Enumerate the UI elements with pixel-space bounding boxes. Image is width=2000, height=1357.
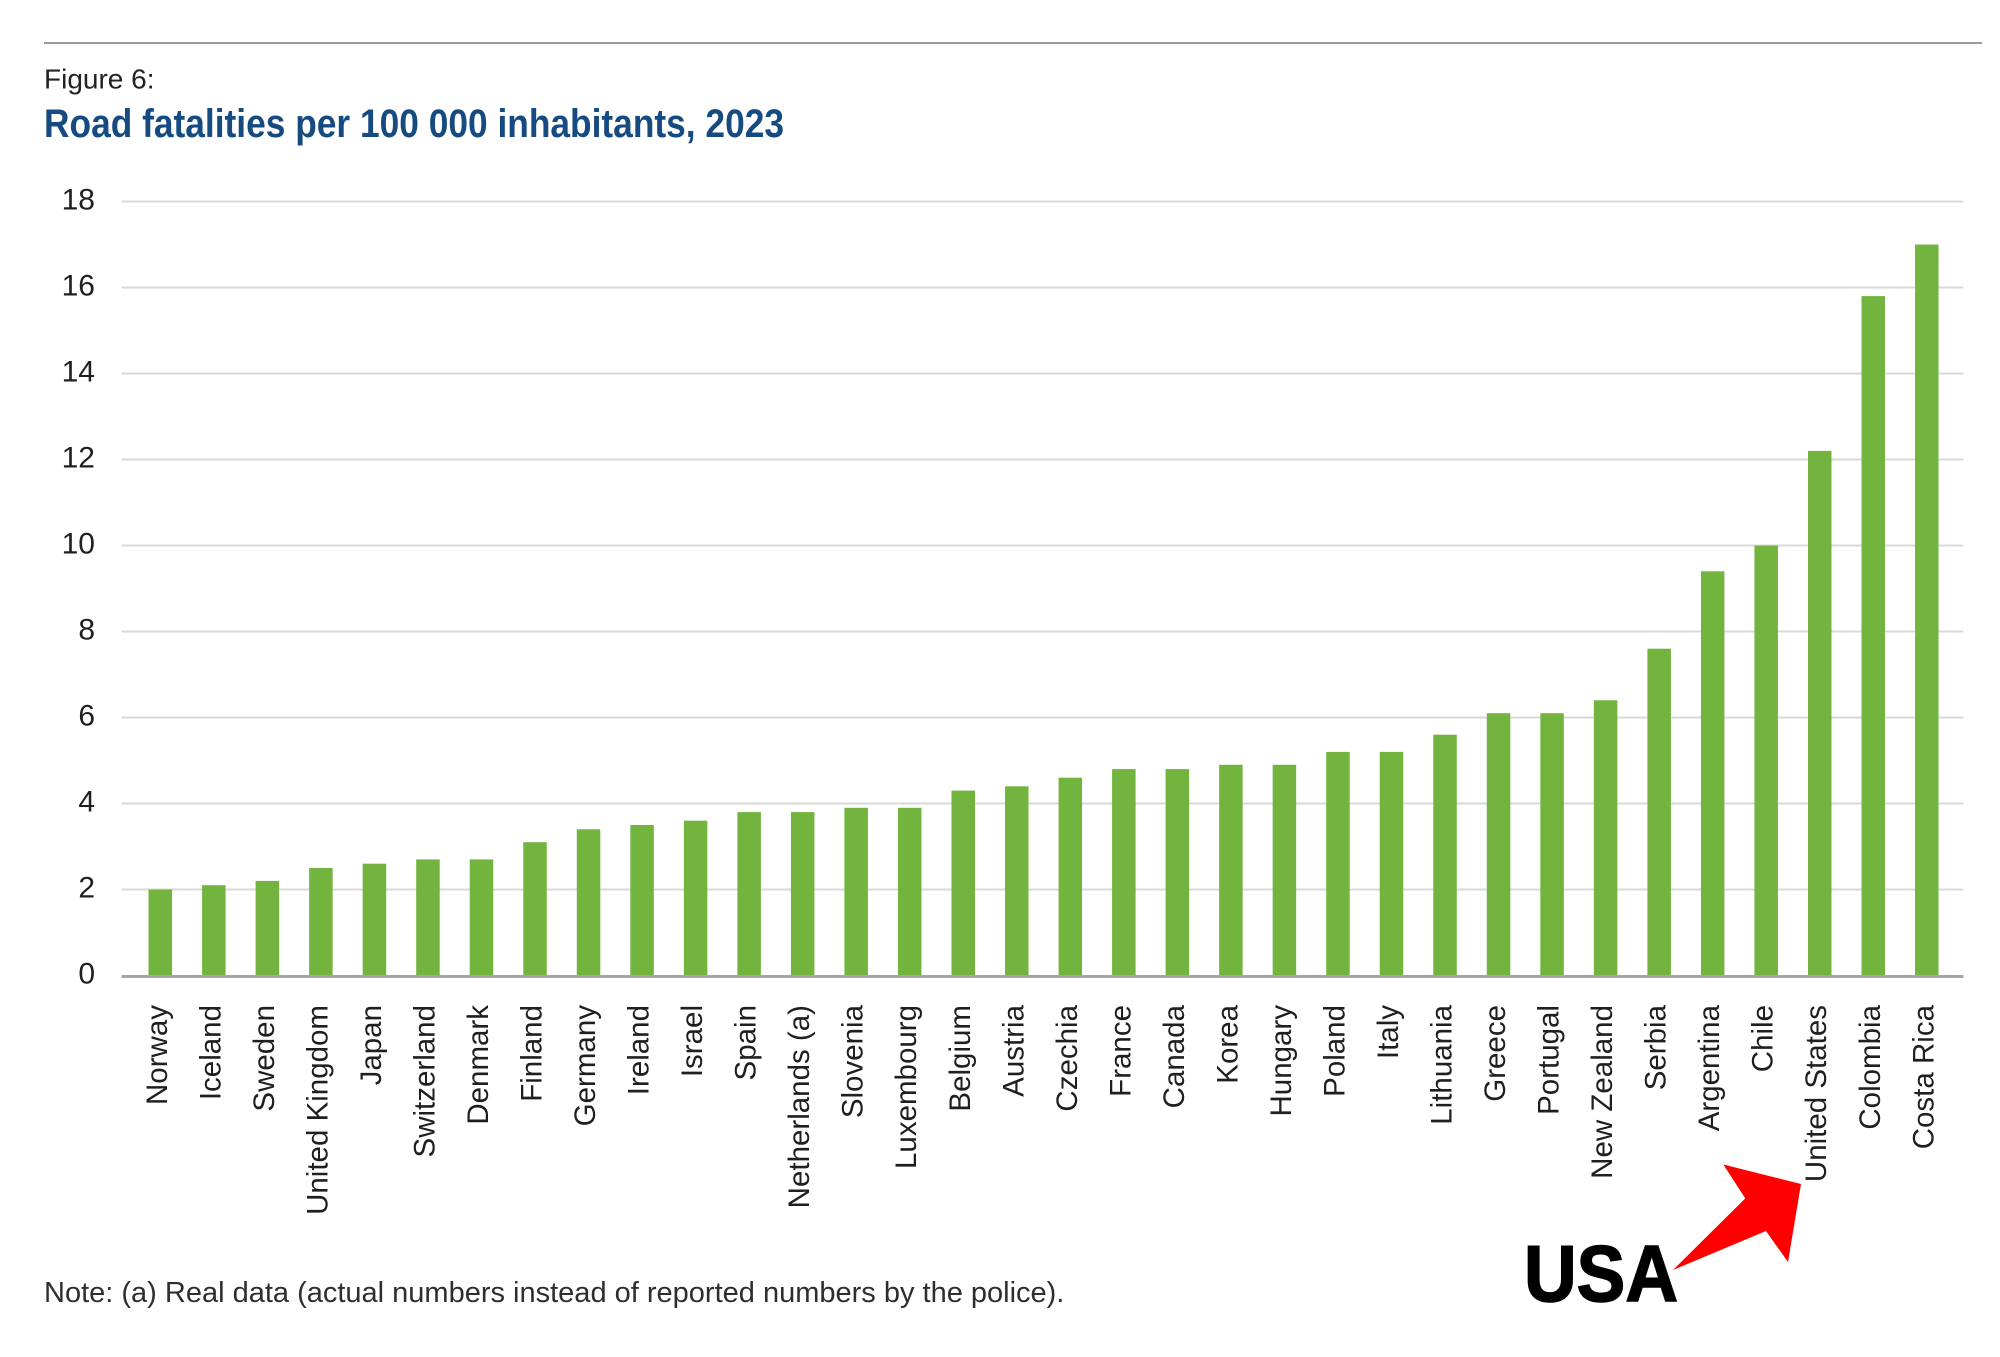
svg-text:Slovenia: Slovenia: [837, 1004, 870, 1118]
svg-text:Chile: Chile: [1747, 1005, 1780, 1072]
svg-text:2: 2: [78, 872, 95, 905]
svg-text:Japan: Japan: [355, 1005, 388, 1085]
svg-text:Hungary: Hungary: [1265, 1005, 1298, 1117]
svg-text:Luxembourg: Luxembourg: [890, 1005, 923, 1169]
svg-text:United States: United States: [1800, 1005, 1833, 1182]
svg-text:France: France: [1104, 1005, 1137, 1097]
svg-text:New Zealand: New Zealand: [1586, 1005, 1619, 1179]
svg-text:18: 18: [62, 184, 95, 217]
svg-text:USA: USA: [1524, 1229, 1678, 1318]
svg-text:Colombia: Colombia: [1854, 1004, 1887, 1129]
svg-text:Canada: Canada: [1158, 1004, 1191, 1108]
svg-text:Netherlands (a): Netherlands (a): [783, 1005, 816, 1208]
svg-text:Belgium: Belgium: [944, 1005, 977, 1112]
svg-text:Serbia: Serbia: [1640, 1004, 1673, 1090]
svg-text:Sweden: Sweden: [248, 1005, 281, 1112]
svg-text:Norway: Norway: [141, 1005, 174, 1105]
svg-text:8: 8: [78, 614, 95, 647]
svg-text:Road fatalities per 100 000 in: Road fatalities per 100 000 inhabitants,…: [44, 102, 784, 146]
svg-text:Spain: Spain: [730, 1005, 763, 1080]
svg-text:Iceland: Iceland: [194, 1005, 227, 1100]
svg-text:United Kingdom: United Kingdom: [301, 1005, 334, 1215]
svg-text:Greece: Greece: [1479, 1005, 1512, 1102]
svg-text:Costa Rica: Costa Rica: [1907, 1004, 1940, 1149]
svg-text:Note: (a) Real data (actual nu: Note: (a) Real data (actual numbers inst…: [44, 1277, 1064, 1309]
svg-text:Finland: Finland: [516, 1005, 549, 1102]
svg-text:Czechia: Czechia: [1051, 1004, 1084, 1111]
svg-text:Figure 6:: Figure 6:: [44, 64, 155, 95]
svg-text:4: 4: [78, 786, 95, 819]
svg-text:10: 10: [62, 528, 95, 561]
svg-text:Italy: Italy: [1372, 1005, 1405, 1059]
svg-text:Switzerland: Switzerland: [408, 1005, 441, 1157]
svg-text:Israel: Israel: [676, 1005, 709, 1077]
svg-text:Denmark: Denmark: [462, 1005, 495, 1125]
svg-text:12: 12: [62, 442, 95, 475]
svg-text:Ireland: Ireland: [623, 1005, 656, 1095]
svg-text:0: 0: [78, 958, 95, 991]
svg-text:Argentina: Argentina: [1693, 1004, 1726, 1131]
svg-text:Austria: Austria: [997, 1004, 1030, 1096]
svg-text:Portugal: Portugal: [1533, 1005, 1566, 1115]
svg-text:14: 14: [62, 356, 95, 389]
svg-text:Korea: Korea: [1211, 1004, 1244, 1083]
svg-text:Germany: Germany: [569, 1005, 602, 1127]
svg-text:Poland: Poland: [1318, 1005, 1351, 1097]
svg-text:Lithuania: Lithuania: [1426, 1004, 1459, 1124]
svg-text:16: 16: [62, 270, 95, 303]
svg-text:6: 6: [78, 700, 95, 733]
